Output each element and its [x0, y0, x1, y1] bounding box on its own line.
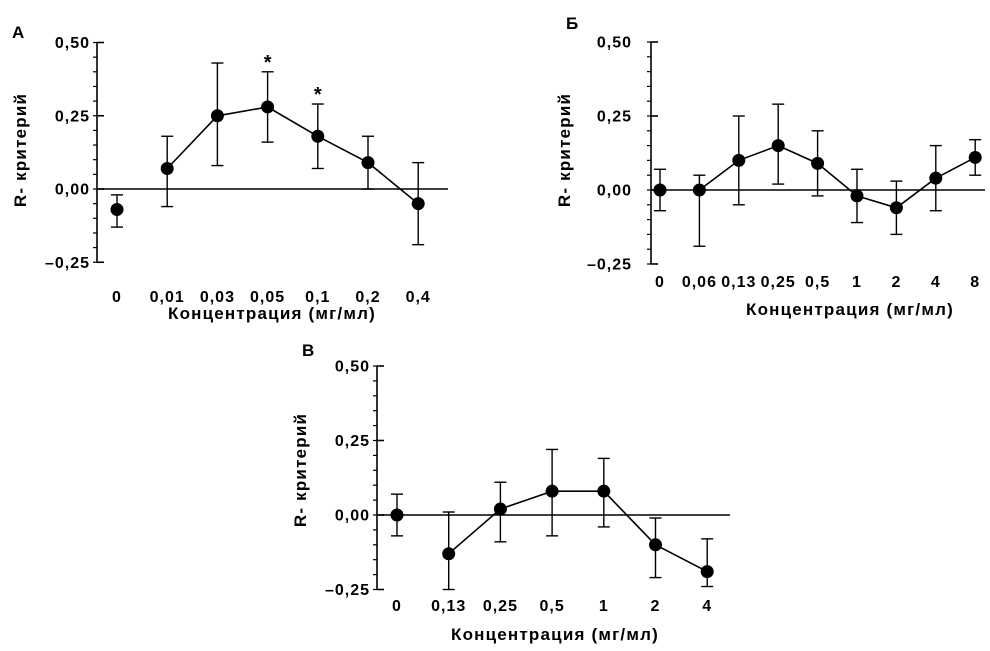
plot-area-c: 0,50 0,25 0,00 –0,25 0 0,13 0,25 0,5 1 2 4	[325, 359, 730, 615]
data-point	[210, 109, 224, 123]
panel-label: Б	[566, 14, 578, 33]
x-tick-label: 0,5	[805, 274, 830, 291]
data-point	[411, 197, 425, 211]
data-point	[160, 161, 174, 175]
x-tick-label: 4	[931, 274, 941, 291]
x-tick-label: 0,13	[431, 598, 466, 615]
x-axis-label: Концентрация (мг/мл)	[451, 625, 659, 644]
x-tick-label: 0,05	[250, 289, 285, 306]
x-tick-label: 0,25	[761, 274, 796, 291]
data-point	[110, 203, 124, 217]
x-tick-label: 0	[392, 598, 402, 615]
data-point	[771, 139, 785, 153]
y-tick-label: 0,25	[597, 109, 632, 126]
data-point	[732, 153, 746, 167]
y-tick-label: 0,00	[55, 182, 90, 199]
y-axis-label: R- критерий	[11, 93, 30, 207]
data-point	[649, 538, 662, 552]
x-tick-label: 8	[970, 274, 980, 291]
x-axis-label: Концентрация (мг/мл)	[746, 300, 954, 319]
data-point	[390, 508, 404, 522]
x-tick-label: 0	[112, 289, 122, 306]
x-tick-label: 2	[891, 274, 901, 291]
data-point	[929, 171, 943, 185]
panel-c: В R- критерий Концентрация (мг/мл) 0,500…	[291, 341, 730, 644]
y-tick-label: –0,25	[45, 255, 90, 272]
x-tick-label: 0,2	[355, 289, 380, 306]
y-tick-label: –0,25	[587, 257, 632, 274]
plot-area-b: 0,50 0,25 0,00 –0,25 0 0,06 0,13 0,25 0,5 1 2 4 8	[587, 35, 985, 291]
data-point	[811, 156, 825, 170]
y-tick-label: 0,50	[55, 35, 90, 52]
y-tick-label: 0,00	[335, 508, 370, 525]
x-tick-label: 0,06	[682, 274, 717, 291]
series-line	[448, 490, 708, 573]
x-tick-label: 1	[852, 274, 862, 291]
y-tick-label: 0,50	[597, 35, 632, 52]
plot-area-a: 0,50 0,25 0,00 –0,25 0 0,01 0,03 0,05 0,1 0,2 0,4 *…	[45, 35, 448, 306]
series-line	[698, 144, 976, 209]
y-tick-label: 0,25	[55, 108, 90, 125]
x-tick-label: 0,03	[200, 289, 235, 306]
data-point	[597, 484, 611, 498]
data-point	[850, 189, 864, 203]
data-point	[442, 547, 456, 561]
panel-label: В	[302, 341, 314, 360]
y-tick-label: 0,50	[335, 359, 370, 376]
data-point	[545, 484, 559, 498]
data-point	[968, 150, 982, 164]
x-tick-label: 0,01	[150, 289, 185, 306]
data-point	[311, 129, 325, 143]
x-tick-label: 0	[655, 274, 665, 291]
panel-a: А R- критерий Концентрация (мг/мл) 0,500…	[11, 23, 448, 323]
data-point	[361, 156, 375, 170]
panel-label: А	[12, 23, 24, 42]
data-point	[692, 183, 706, 197]
data-point	[700, 565, 714, 579]
y-tick-label: 0,25	[335, 433, 370, 450]
x-axis-label: Концентрация (мг/мл)	[168, 304, 376, 323]
x-tick-label: 0,1	[305, 289, 330, 306]
x-tick-label: 0,25	[483, 598, 518, 615]
x-tick-label: 1	[599, 598, 609, 615]
series-line	[166, 106, 419, 205]
x-tick-label: 2	[651, 598, 661, 615]
panel-b: Б R- критерий Концентрация (мг/мл) 0,500…	[555, 14, 985, 319]
data-point	[261, 100, 275, 114]
x-tick-label: 0,5	[539, 598, 564, 615]
data-point	[653, 183, 667, 197]
data-point	[493, 502, 507, 516]
significance-asterisk: *	[264, 52, 272, 74]
significance-asterisk: *	[314, 84, 322, 106]
data-point	[889, 201, 903, 215]
y-tick-label: –0,25	[325, 582, 370, 599]
x-tick-label: 0,4	[406, 289, 431, 306]
y-axis-label: R- критерий	[555, 93, 574, 207]
y-axis-label: R- критерий	[291, 413, 310, 527]
y-tick-label: 0,00	[597, 183, 632, 200]
x-tick-label: 0,13	[721, 274, 756, 291]
x-tick-label: 4	[702, 598, 712, 615]
